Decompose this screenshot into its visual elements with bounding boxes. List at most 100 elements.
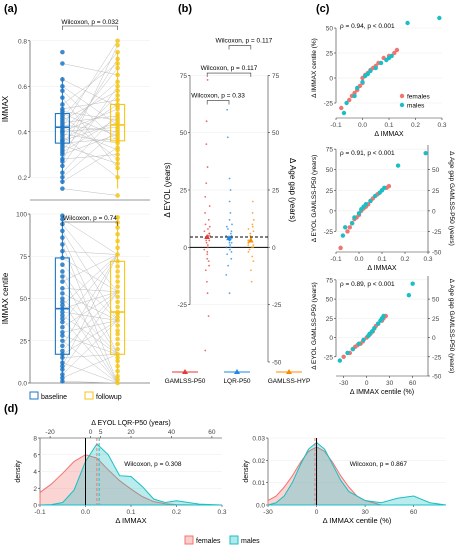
point-followup	[115, 358, 120, 364]
y-tick-label: 0.2	[18, 175, 27, 182]
y-tick-label: 50	[20, 296, 28, 303]
point-baseline	[60, 186, 65, 191]
point-followup	[115, 245, 120, 251]
legend-category-label: LQR-P50	[223, 378, 250, 385]
point-followup	[115, 309, 120, 315]
y2-tick-label: -25	[432, 229, 442, 236]
point-males	[395, 163, 401, 168]
plot-area	[336, 18, 442, 118]
y2-tick-label: -25	[272, 302, 282, 309]
point-followup	[115, 331, 120, 337]
y-axis-title: IMMAX	[1, 95, 10, 122]
y2-tick-label: 0	[432, 208, 436, 215]
point-followup	[115, 380, 120, 386]
y-tick-label: 75	[326, 277, 334, 284]
strip-point	[206, 257, 209, 260]
pair-line	[62, 126, 118, 151]
point-followup	[115, 43, 120, 48]
annotation: ρ = 0.89, p < 0.001	[340, 281, 395, 288]
point-followup	[115, 314, 120, 320]
point-followup	[115, 193, 120, 198]
y-tick-label: 0.8	[18, 38, 27, 45]
legend-key-marker	[182, 369, 188, 374]
x-tick-label: 30	[361, 509, 369, 516]
strip-point	[228, 177, 231, 180]
pair-line	[62, 115, 118, 160]
point-followup	[115, 269, 120, 274]
pair-line	[62, 117, 118, 153]
pair-line	[62, 320, 118, 375]
pair-line	[62, 63, 118, 105]
strip-point	[230, 237, 233, 240]
pair-line	[62, 298, 118, 355]
point-baseline	[60, 291, 65, 296]
point-followup	[115, 231, 120, 237]
strip-point	[208, 232, 211, 235]
pair-line	[62, 97, 118, 169]
pair-line	[62, 113, 118, 173]
y-axis-title: Δ EYOL GAMLSS-P50 (years)	[311, 282, 318, 370]
strip-point	[251, 225, 254, 228]
point-baseline	[60, 228, 65, 234]
point-baseline	[60, 351, 65, 357]
pair-line	[62, 291, 118, 352]
x-tick-label: -0.1	[330, 122, 342, 129]
point-baseline	[60, 324, 65, 330]
strip-point	[251, 223, 254, 226]
point-baseline	[60, 95, 65, 100]
point-baseline	[60, 269, 65, 274]
point-followup	[115, 264, 120, 269]
strip-point	[206, 251, 209, 253]
point-followup	[115, 49, 120, 55]
strip-point	[225, 273, 228, 276]
y-tick-label: 0.4	[18, 129, 27, 136]
plot-area	[336, 145, 428, 252]
point-males	[423, 151, 428, 156]
point-baseline	[60, 286, 65, 291]
point-males	[389, 53, 394, 59]
x-tick-label: 0.3	[437, 122, 446, 129]
point-males	[406, 293, 412, 298]
point-baseline	[60, 170, 65, 175]
point-followup	[115, 93, 120, 98]
y2-axis-title: Δ Age gap GAMLSS-P50 (years)	[448, 279, 455, 374]
y-tick-label: 4	[33, 469, 37, 476]
pair-line	[62, 311, 118, 321]
pair-line	[62, 291, 118, 370]
legend-males-label: males	[241, 538, 260, 545]
strip-point	[251, 200, 254, 203]
y-axis-title: Δ EYOL (years)	[163, 162, 172, 218]
point-followup	[115, 215, 120, 220]
point-females	[341, 354, 346, 359]
legend-a: baseline followup	[29, 391, 122, 401]
point-followup	[115, 368, 120, 374]
point-baseline	[60, 372, 65, 377]
point-followup	[115, 111, 120, 116]
strip-point	[230, 234, 233, 237]
strip-point	[206, 166, 209, 168]
legend-category-label: GAMLSS-P50	[165, 378, 206, 385]
strip-point	[229, 189, 232, 191]
pair-line	[62, 340, 118, 384]
point-baseline	[60, 262, 65, 268]
y-axis-title: Δ IMMAX centile (%)	[311, 38, 318, 98]
legend-baseline-key	[29, 391, 39, 400]
panel-label-d: (d)	[4, 403, 18, 415]
pair-line	[62, 136, 118, 178]
x-tick-label: 0.2	[411, 122, 420, 129]
annotation: Wilcoxon, p = 0.867	[350, 461, 408, 468]
y-tick-label: 0.0	[18, 381, 27, 388]
point-followup	[115, 363, 120, 369]
point-followup	[115, 61, 120, 66]
y-tick-label: 75	[326, 147, 334, 154]
y-tick-label: 0.6	[18, 84, 27, 91]
y-tick-label: 8	[33, 436, 37, 443]
annotation: Wilcoxon, p = 0.117	[216, 38, 273, 45]
point-baseline	[60, 106, 65, 112]
pair-line	[62, 63, 118, 76]
point-baseline	[60, 375, 65, 381]
point-followup	[115, 341, 120, 347]
x-tick-label: 0.2	[172, 509, 181, 516]
density-males	[267, 441, 447, 506]
